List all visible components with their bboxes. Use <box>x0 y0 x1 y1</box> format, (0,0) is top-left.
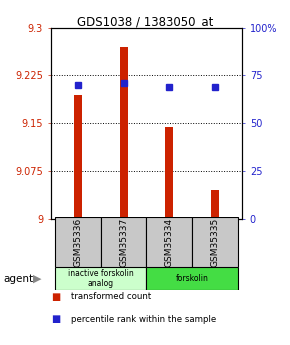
Text: GSM35337: GSM35337 <box>119 218 128 267</box>
Bar <box>119 47 128 219</box>
Text: ▶: ▶ <box>33 274 42 284</box>
Bar <box>146 267 238 290</box>
Bar <box>192 217 238 267</box>
Text: GDS1038 / 1383050_at: GDS1038 / 1383050_at <box>77 16 213 29</box>
Text: inactive forskolin
analog: inactive forskolin analog <box>68 269 134 288</box>
Text: GSM35334: GSM35334 <box>165 218 174 267</box>
Bar <box>74 95 82 219</box>
Text: ■: ■ <box>51 314 60 324</box>
Text: forskolin: forskolin <box>175 274 209 283</box>
Bar <box>55 267 146 290</box>
Bar <box>101 217 146 267</box>
Bar <box>165 127 173 219</box>
Text: GSM35336: GSM35336 <box>74 218 83 267</box>
Text: ■: ■ <box>51 292 60 302</box>
Text: agent: agent <box>3 274 33 284</box>
Bar <box>55 217 101 267</box>
Bar <box>211 190 219 219</box>
Text: transformed count: transformed count <box>71 292 151 301</box>
Bar <box>146 217 192 267</box>
Text: percentile rank within the sample: percentile rank within the sample <box>71 315 216 324</box>
Text: GSM35335: GSM35335 <box>210 218 219 267</box>
